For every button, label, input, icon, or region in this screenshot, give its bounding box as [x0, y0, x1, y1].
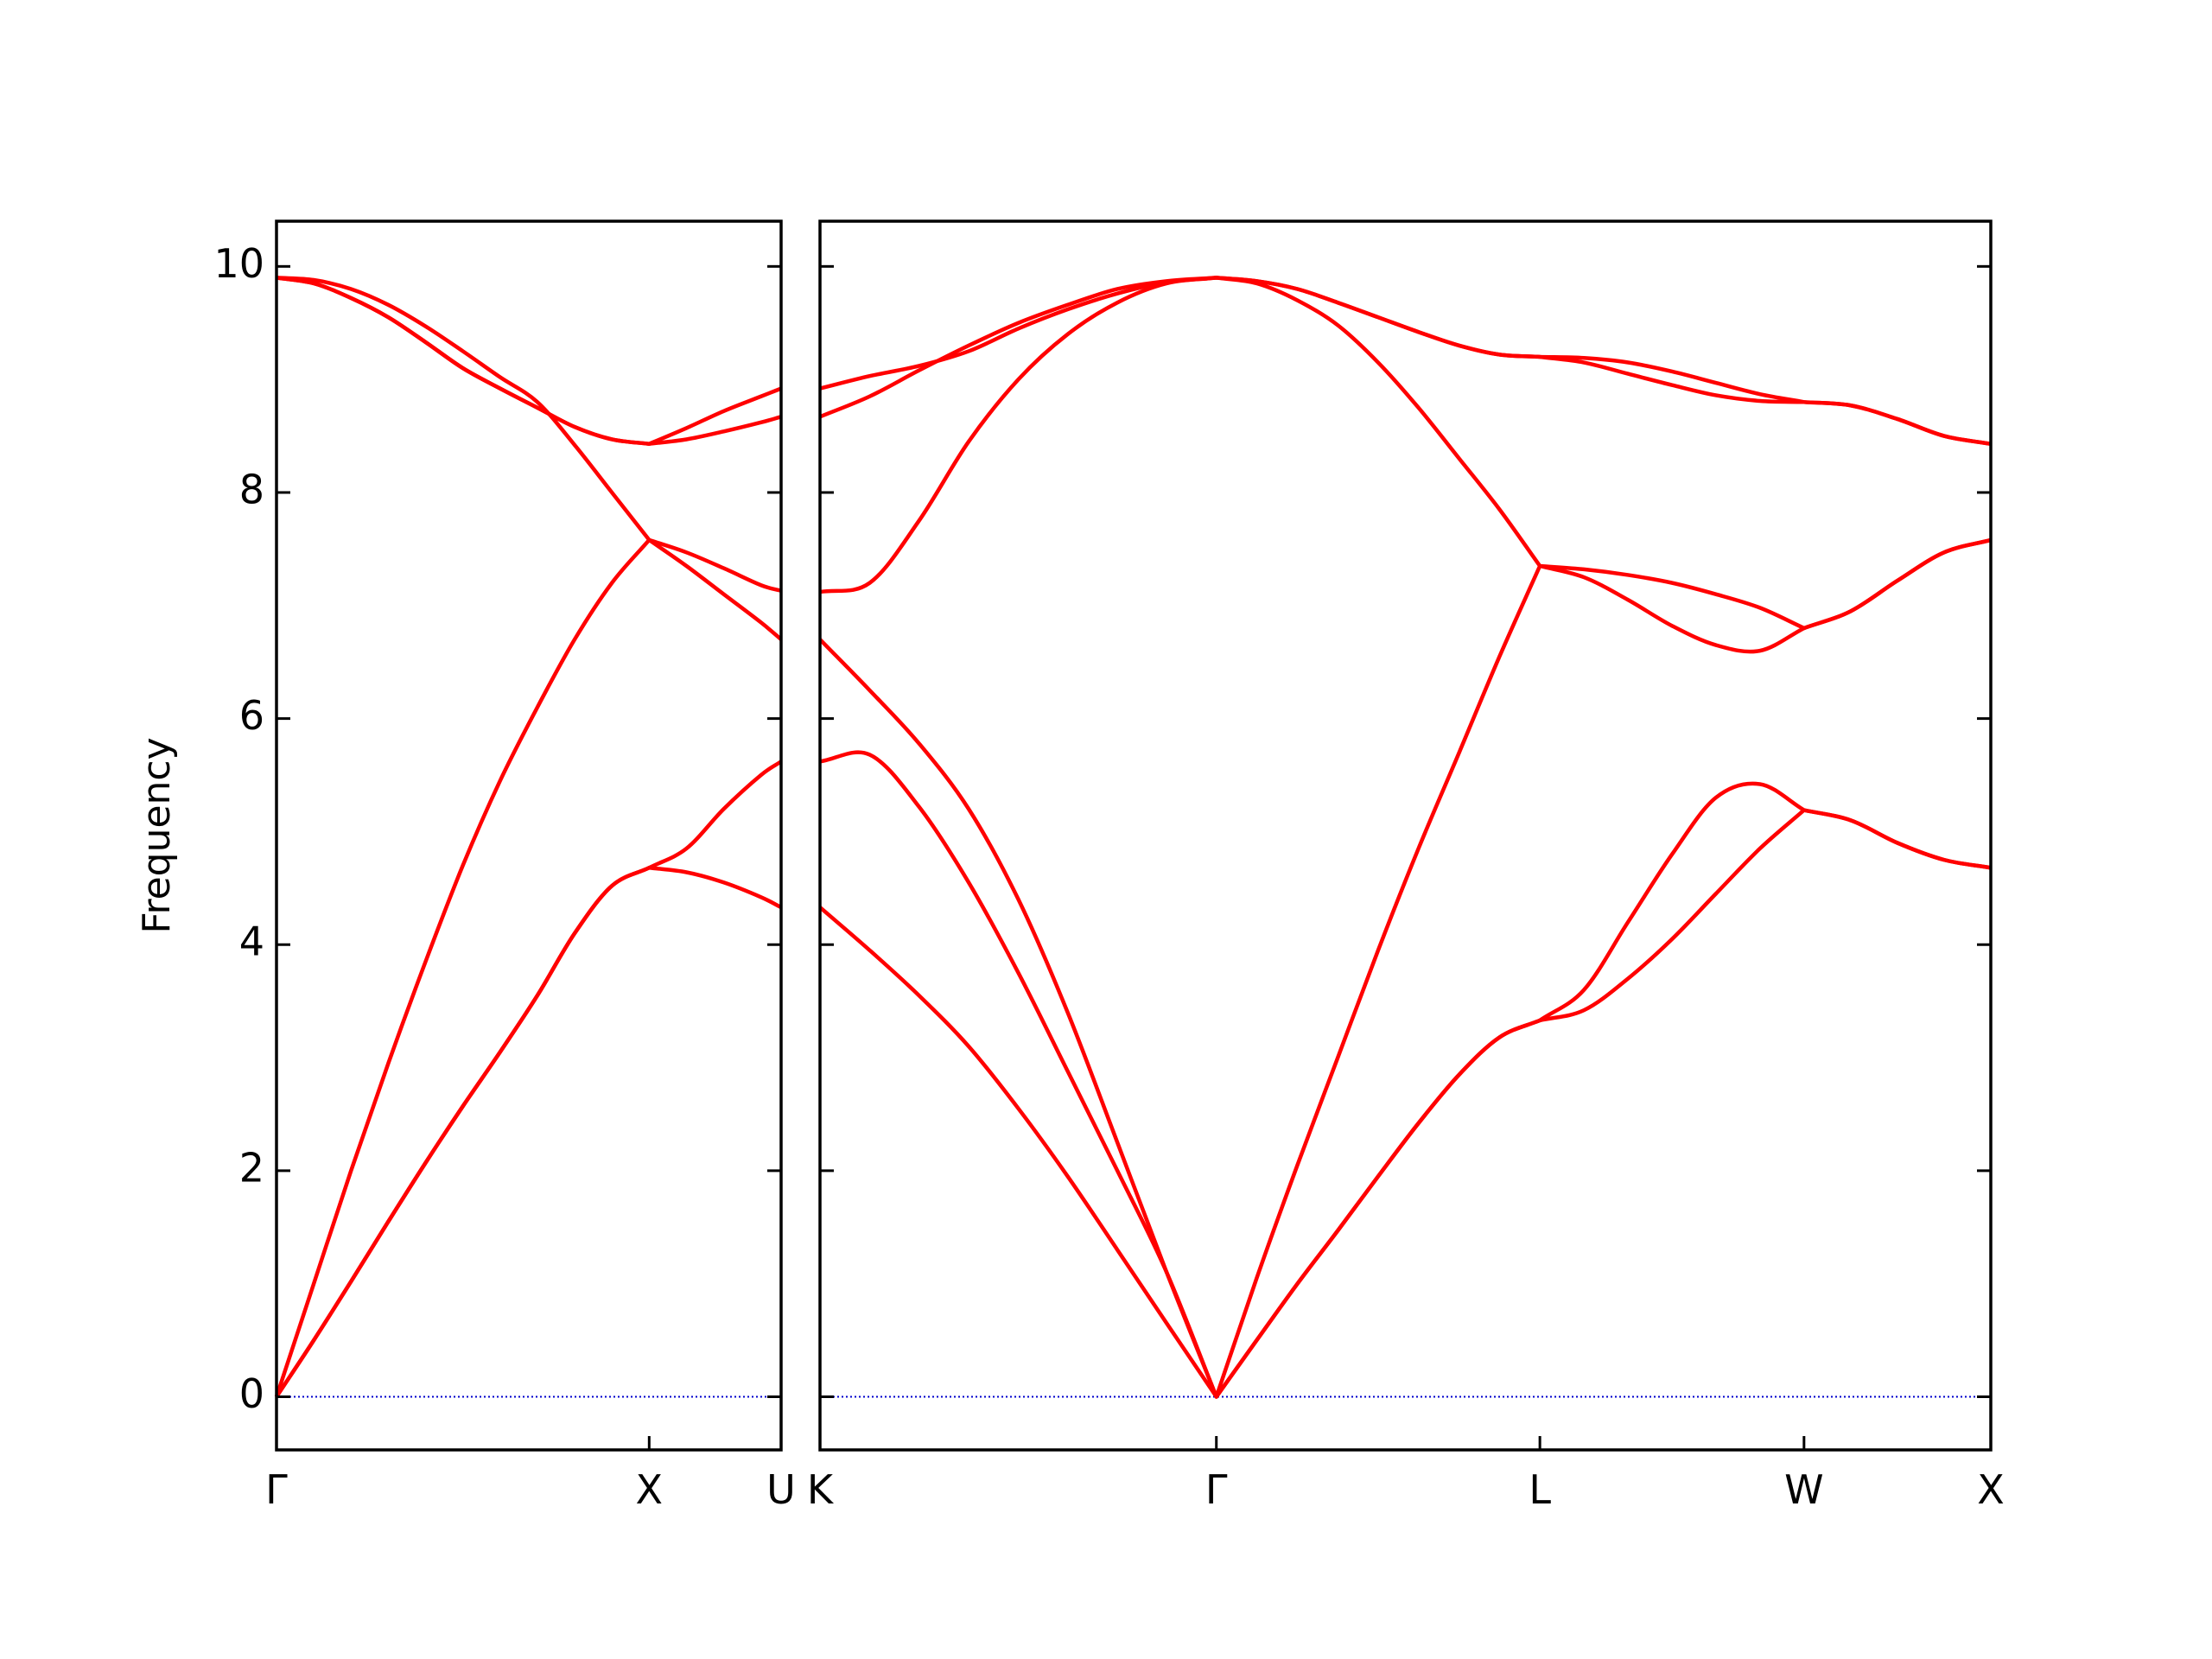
x-tick-label: U	[766, 1466, 796, 1513]
panel: 0 2 4 6 8 10 Γ X U Frequency	[135, 219, 796, 1513]
y-tick-label: 6	[239, 692, 264, 739]
band-line	[275, 760, 783, 1398]
x-tick-label: Γ	[265, 1466, 288, 1513]
band-line	[275, 866, 783, 1398]
band-line	[274, 537, 783, 1398]
x-tick-label: X	[636, 1466, 664, 1513]
band-line	[819, 276, 1992, 446]
band-line	[819, 750, 1992, 1399]
band-line	[818, 537, 1992, 1399]
axes-frame	[275, 219, 783, 1452]
x-tick-label: X	[1977, 1466, 2005, 1513]
x-tick-label: Γ	[1205, 1466, 1228, 1513]
y-tick-label: 2	[239, 1144, 264, 1191]
band-line	[818, 808, 1992, 1399]
x-tick-label: K	[807, 1466, 835, 1513]
y-tick-label: 0	[239, 1370, 264, 1417]
x-tick-label: W	[1784, 1466, 1823, 1513]
axes-frame	[818, 219, 1993, 1452]
y-tick-label: 4	[239, 918, 264, 965]
y-tick-label: 10	[213, 240, 264, 287]
y-axis-label: Frequency	[135, 737, 179, 933]
x-tick-label: L	[1529, 1466, 1551, 1513]
band-line	[276, 276, 782, 446]
band-line	[276, 276, 782, 593]
band-line	[819, 276, 1992, 631]
band-line	[819, 276, 1992, 446]
y-tick-label: 8	[239, 466, 264, 512]
